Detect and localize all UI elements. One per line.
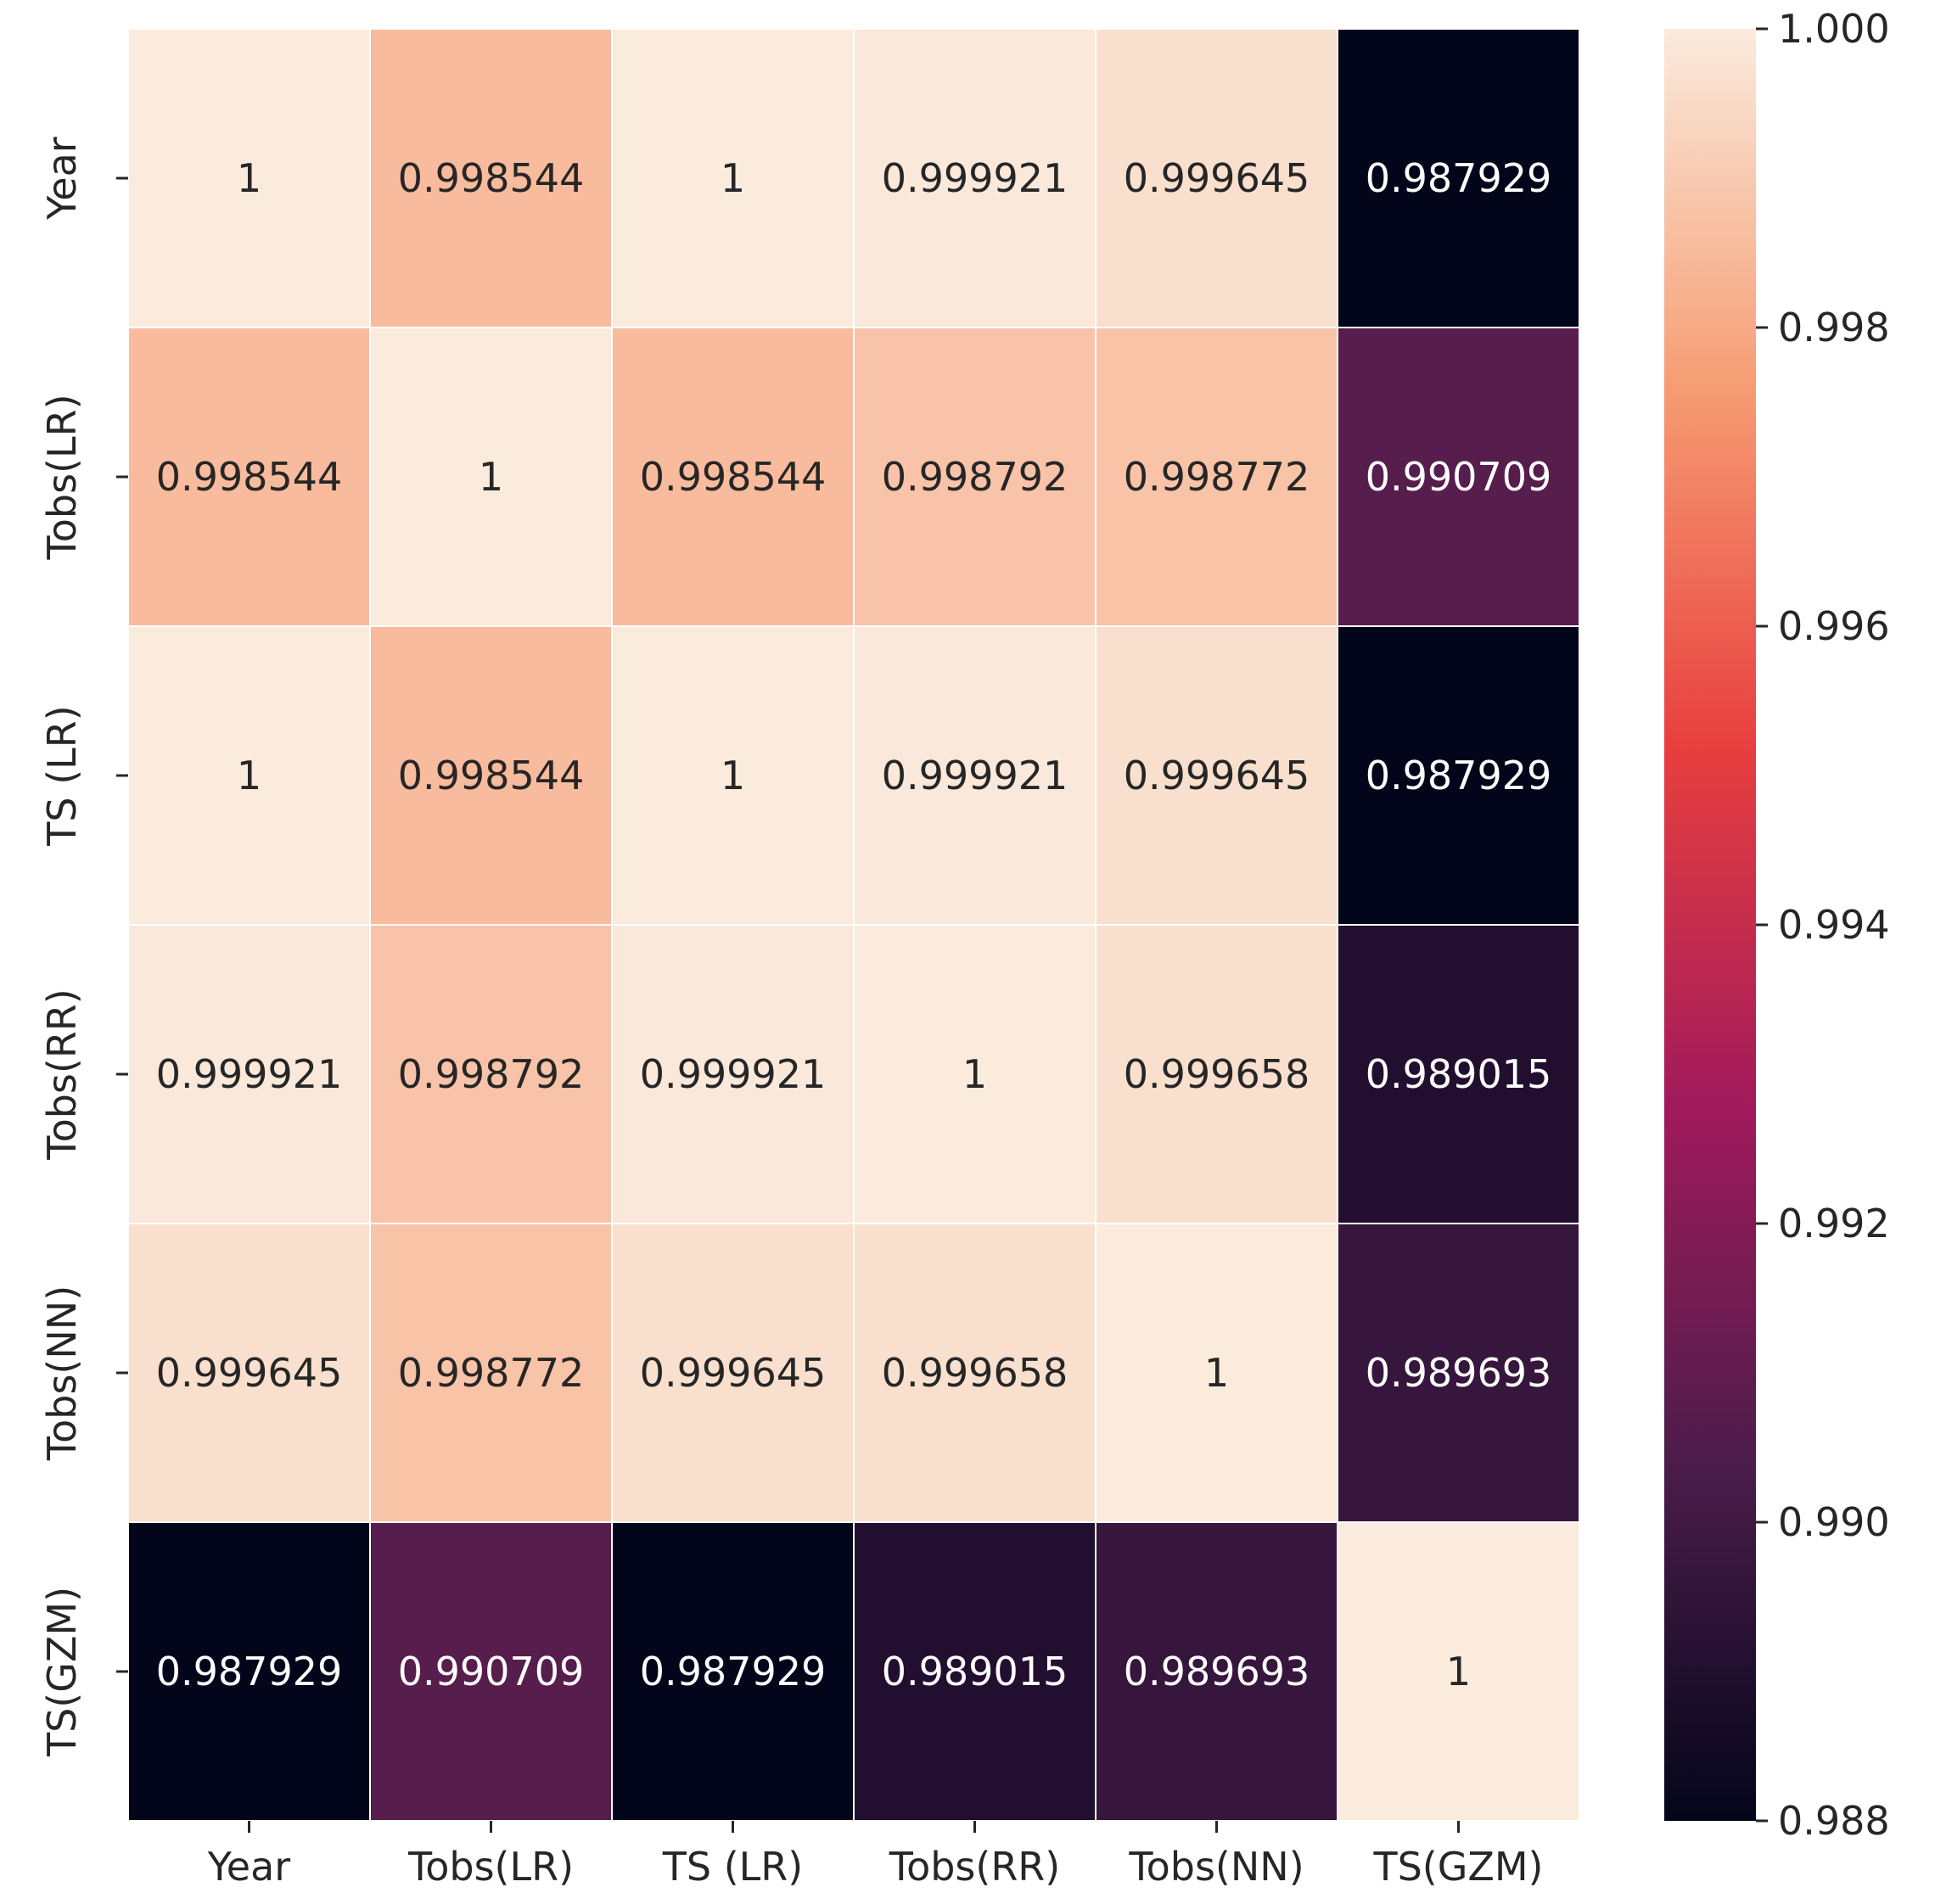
cell-value-label: 1 <box>479 454 503 500</box>
y-tick-label: TS(GZM) <box>39 1587 85 1757</box>
colorbar: 1.000 0.998 0.996 0.994 0.992 0.990 0.988 <box>1664 6 1890 1844</box>
heatmap-cell <box>127 327 371 627</box>
heatmap-cell <box>1095 625 1338 926</box>
cell-value-label: 0.998772 <box>1124 454 1310 500</box>
y-tick-label: TS (LR) <box>39 705 85 846</box>
heatmap-cell-labels: 1 0.998544 1 0.999921 0.999645 0.987929 0.9985… <box>156 155 1552 1694</box>
cell-value-label: 0.989015 <box>1366 1051 1552 1097</box>
cell-value-label: 0.999658 <box>882 1350 1068 1396</box>
cell-value-label: 0.998792 <box>398 1051 585 1097</box>
cell-value-label: 0.998544 <box>156 454 343 500</box>
heatmap-cell <box>1337 625 1580 926</box>
cell-value-label: 0.999645 <box>1124 753 1310 798</box>
cell-value-label: 1 <box>237 155 261 201</box>
heatmap-cell <box>1337 924 1580 1224</box>
colorbar-tick-label: 0.990 <box>1778 1499 1890 1545</box>
cell-value-label: 1 <box>962 1051 987 1097</box>
colorbar-tick-label: 0.992 <box>1778 1201 1890 1246</box>
cell-value-label: 0.998792 <box>882 454 1068 500</box>
cell-value-label: 0.999645 <box>1124 155 1310 201</box>
cell-value-label: 0.989693 <box>1366 1350 1552 1396</box>
heatmap-cell <box>853 28 1096 328</box>
heatmap-cell <box>611 1223 855 1523</box>
x-axis: Year Tobs(LR) TS (LR) Tobs(RR) Tobs(NN) TS(GZ… <box>207 1821 1544 1890</box>
cell-value-label: 1 <box>721 753 745 798</box>
colorbar-tick-label: 0.994 <box>1778 902 1890 948</box>
cell-value-label: 0.999645 <box>156 1350 343 1396</box>
heatmap-cell <box>369 1223 613 1523</box>
x-tick-label: Year <box>207 1844 290 1890</box>
cell-value-label: 0.987929 <box>156 1649 343 1694</box>
heatmap-cell <box>369 327 613 627</box>
y-tick-label: Tobs(NN) <box>39 1285 85 1461</box>
heatmap-cell <box>1337 1223 1580 1523</box>
heatmap-cell <box>853 625 1096 926</box>
cell-value-label: 0.990709 <box>1366 454 1552 500</box>
heatmap-cell <box>127 1521 371 1822</box>
cell-value-label: 0.990709 <box>398 1649 585 1694</box>
cell-value-label: 0.999921 <box>882 753 1068 798</box>
x-tick-label: TS (LR) <box>662 1844 803 1890</box>
heatmap-cell <box>611 924 855 1224</box>
heatmap-cells <box>127 28 1580 1822</box>
heatmap-cell <box>369 28 613 328</box>
cell-value-label: 1 <box>721 155 745 201</box>
cell-value-label: 0.987929 <box>1366 155 1552 201</box>
colorbar-tick-label: 0.988 <box>1778 1798 1890 1844</box>
cell-value-label: 1 <box>1446 1649 1471 1694</box>
cell-value-label: 0.987929 <box>640 1649 827 1694</box>
cell-value-label: 0.999921 <box>156 1051 343 1097</box>
heatmap-cell <box>1095 28 1338 328</box>
cell-value-label: 0.999645 <box>640 1350 827 1396</box>
cell-value-label: 0.998544 <box>398 155 585 201</box>
cell-value-label: 0.998544 <box>398 753 585 798</box>
cell-value-label: 0.998544 <box>640 454 827 500</box>
y-axis: Year Tobs(LR) TS (LR) Tobs(RR) Tobs(NN) TS(GZ… <box>39 137 128 1757</box>
heatmap-cell <box>1095 1521 1338 1822</box>
cell-value-label: 0.989015 <box>882 1649 1068 1694</box>
x-tick-label: TS(GZM) <box>1372 1844 1543 1890</box>
y-tick-label: Tobs(RR) <box>39 988 85 1160</box>
x-tick-label: Tobs(RR) <box>889 1844 1060 1890</box>
heatmap-cell <box>853 924 1096 1224</box>
colorbar-tick-label: 1.000 <box>1778 6 1890 52</box>
heatmap-cell <box>853 327 1096 627</box>
heatmap-cell <box>1095 924 1338 1224</box>
colorbar-gradient <box>1664 29 1756 1821</box>
colorbar-tick-label: 0.998 <box>1778 305 1890 350</box>
heatmap-cell <box>127 625 371 926</box>
heatmap-cell <box>127 1223 371 1523</box>
heatmap-cell <box>369 625 613 926</box>
y-tick-label: Year <box>39 137 85 220</box>
heatmap-cell <box>127 924 371 1224</box>
y-tick-label: Tobs(LR) <box>39 394 85 560</box>
heatmap-cell <box>1337 28 1580 328</box>
heatmap-cell <box>611 625 855 926</box>
cell-value-label: 0.999658 <box>1124 1051 1310 1097</box>
heatmap-cell <box>853 1223 1096 1523</box>
x-tick-label: Tobs(NN) <box>1128 1844 1304 1890</box>
cell-value-label: 0.998772 <box>398 1350 585 1396</box>
heatmap-cell <box>1095 1223 1338 1523</box>
cell-value-label: 1 <box>237 753 261 798</box>
x-tick-label: Tobs(LR) <box>407 1844 574 1890</box>
cell-value-label: 0.999921 <box>640 1051 827 1097</box>
cell-value-label: 0.989693 <box>1124 1649 1310 1694</box>
heatmap-cell <box>611 28 855 328</box>
colorbar-tick-label: 0.996 <box>1778 603 1890 649</box>
cell-value-label: 1 <box>1204 1350 1229 1396</box>
cell-value-label: 0.999921 <box>882 155 1068 201</box>
heatmap-cell <box>1337 1521 1580 1822</box>
heatmap-cell <box>369 924 613 1224</box>
heatmap-cell <box>127 28 371 328</box>
heatmap-cell <box>853 1521 1096 1822</box>
cell-value-label: 0.987929 <box>1366 753 1552 798</box>
heatmap-cell <box>1337 327 1580 627</box>
